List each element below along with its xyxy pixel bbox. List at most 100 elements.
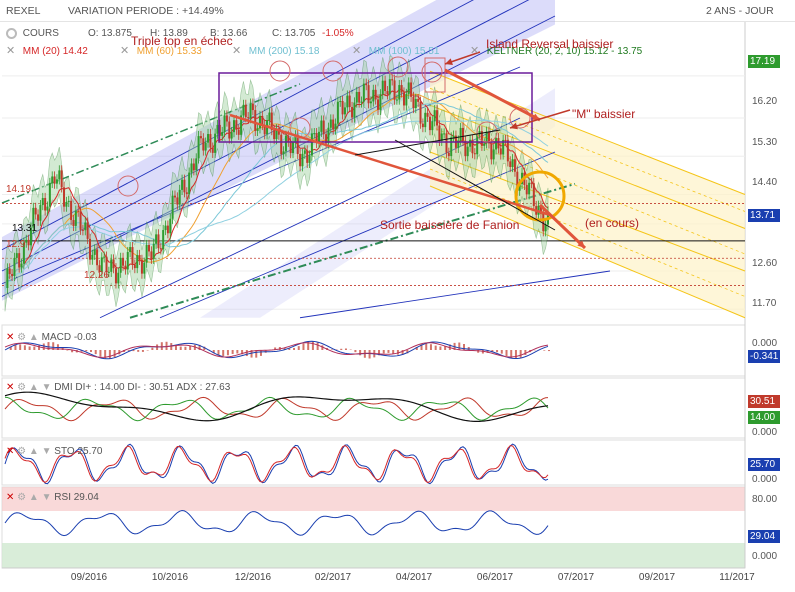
macd-histogram-bar (71, 350, 74, 353)
candle-body (511, 159, 514, 167)
candle-body (228, 121, 231, 139)
period-label[interactable]: 2 ANS - JOUR (706, 5, 774, 17)
macd-histogram-bar (500, 350, 503, 354)
candle-body (301, 153, 304, 167)
candle-body (204, 142, 207, 151)
arrow-down-icon[interactable]: ▼ (41, 382, 52, 393)
macd-histogram-bar (217, 350, 220, 356)
close-icon[interactable]: ✕ (6, 492, 15, 503)
gear-icon[interactable]: ⚙ (17, 332, 27, 343)
candle-body (240, 115, 243, 135)
sto-axis-tick: 25.70 (748, 458, 780, 471)
candle-body (88, 238, 91, 260)
arrow-up-icon[interactable]: ▲ (28, 492, 39, 503)
candle-body (46, 206, 49, 211)
macd-axis-tick: 0.000 (752, 338, 778, 349)
candle-body (431, 121, 434, 131)
legend-mm60[interactable]: ✕ MM (60) 15.33 (120, 45, 202, 58)
candle-body (509, 161, 512, 167)
dmi-axis-tick: 14.00 (748, 411, 780, 424)
candle-body (360, 101, 363, 103)
close-icon[interactable]: ✕ (120, 45, 130, 57)
macd-histogram-bar (52, 342, 55, 350)
annotation-island: Island Reversal baissier (486, 37, 614, 51)
candle-body (341, 101, 344, 115)
arrow-up-icon[interactable]: ▲ (28, 446, 39, 457)
close-icon[interactable]: ✕ (6, 382, 15, 393)
candle-body (58, 170, 61, 180)
fanion-line (354, 129, 501, 156)
candle-body (60, 170, 63, 188)
candle-body (230, 132, 233, 139)
close-icon[interactable]: ✕ (470, 45, 480, 57)
candle-body (122, 257, 125, 266)
candle-body (261, 115, 264, 125)
close-icon[interactable]: ✕ (232, 45, 242, 57)
candle-body (65, 201, 68, 207)
gear-icon[interactable]: ⚙ (17, 446, 27, 457)
x-axis-tick: 12/2016 (234, 572, 272, 583)
arrow-down-icon[interactable]: ▼ (41, 446, 52, 457)
close-icon[interactable]: ✕ (6, 332, 15, 343)
candle-body (513, 159, 516, 172)
candle-body (124, 265, 127, 270)
price-axis-tick: 17.19 (748, 55, 780, 68)
candle-body (173, 195, 176, 198)
descending-channel-line (429, 87, 746, 212)
mm60-label: MM (60) (136, 46, 175, 58)
gear-icon[interactable]: ⚙ (17, 492, 27, 503)
mm20-value: 14.42 (62, 46, 88, 58)
candle-body (157, 234, 160, 249)
candle-body (450, 137, 453, 157)
candle-body (386, 91, 389, 95)
candle-body (164, 225, 167, 231)
candle-body (322, 120, 325, 135)
macd-histogram-bar (222, 350, 225, 357)
arrow-up-icon[interactable]: ▲ (28, 332, 39, 343)
macd-histogram-bar (425, 343, 428, 350)
candle-body (497, 138, 500, 149)
annotation-triple-top: Triple top en échec (131, 34, 233, 48)
moving-average-line (4, 119, 549, 293)
fanion-line (229, 113, 551, 217)
candle-body (100, 257, 103, 272)
close-icon[interactable]: ✕ (352, 45, 362, 57)
candle-body (367, 85, 370, 104)
candle-body (129, 247, 132, 253)
arrow-down-icon[interactable]: ▼ (41, 492, 52, 503)
legend-keltner[interactable]: ✕ KELTNER (20, 2, 10) 15.12 - 13.75 (470, 45, 642, 58)
candle-body (6, 268, 9, 288)
indicator-line (4, 391, 549, 422)
gear-icon[interactable] (6, 28, 17, 39)
close-icon[interactable]: ✕ (6, 45, 16, 57)
descending-channel-line (429, 185, 746, 319)
candle-body (499, 148, 502, 155)
candle-body (148, 245, 151, 252)
macd-histogram-bar (198, 344, 201, 350)
legend-mm200[interactable]: ✕ MM (200) 15.18 (232, 45, 319, 58)
high-value: H: 13.89 (150, 28, 188, 39)
candle-body (436, 110, 439, 126)
candle-body (381, 80, 384, 95)
macd-legend: ✕ ⚙ ▲ MACD -0.03 (6, 332, 97, 343)
legend-mm100[interactable]: ✕ MM (100) 15.51 (352, 45, 439, 58)
moving-average-line (4, 93, 549, 289)
candle-body (72, 220, 75, 226)
arrow-up-icon[interactable]: ▲ (28, 382, 39, 393)
candle-body (84, 222, 87, 231)
rsi-value: 29.04 (73, 492, 99, 503)
candle-body (251, 103, 254, 111)
candle-body (384, 80, 387, 92)
candle-body (348, 95, 351, 107)
macd-histogram-bar (89, 350, 92, 352)
candle-body (306, 150, 309, 163)
macd-histogram-bar (80, 350, 83, 352)
candle-body (480, 131, 483, 146)
x-axis-tick: 02/2017 (314, 572, 352, 583)
legend-mm20[interactable]: ✕ MM (20) 14.42 (6, 45, 88, 58)
close-icon[interactable]: ✕ (6, 446, 15, 457)
candle-body (155, 234, 158, 244)
gear-icon[interactable]: ⚙ (17, 382, 27, 393)
symbol-label: REXEL (6, 5, 41, 17)
